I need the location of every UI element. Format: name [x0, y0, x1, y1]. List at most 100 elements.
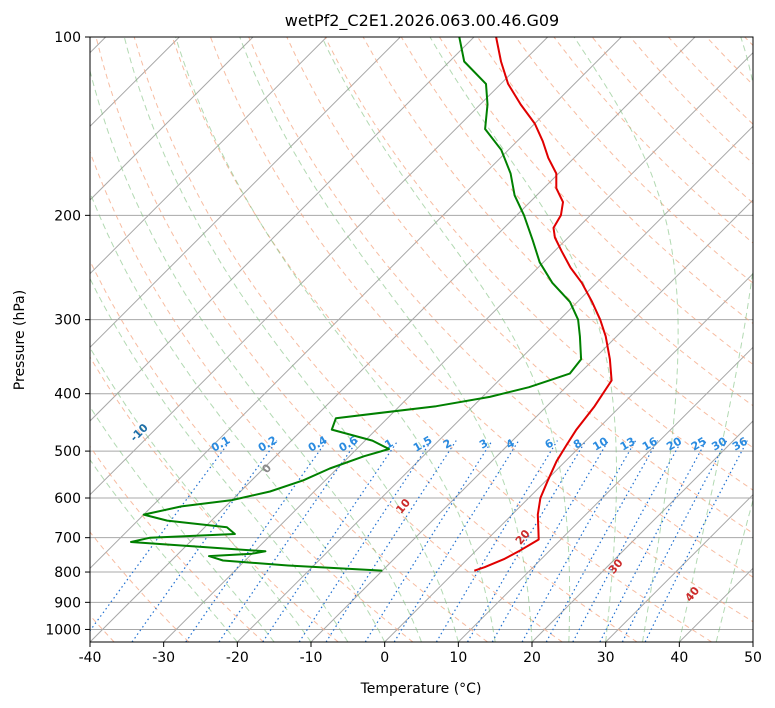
mixing-ratio-line: [90, 440, 231, 632]
y-axis: 100 200 300 400 500 600 700 800 900 1000: [45, 30, 90, 638]
dry-adiabat-line: [400, 37, 753, 407]
moist-adiabat-line: [573, 37, 679, 642]
dry-adiabat-line: [210, 37, 753, 623]
mixing-ratio-line: [545, 440, 659, 642]
x-tick-label: 30: [597, 650, 615, 666]
mixing-ratio-line: [218, 440, 358, 642]
mixing-ratio-line: [621, 440, 728, 642]
isotherm-line: [90, 37, 475, 422]
isotherm-line: [384, 272, 753, 642]
y-tick-label: 100: [54, 30, 81, 46]
moist-adiabat-label: 0: [259, 461, 274, 475]
isotherm-line: [752, 641, 753, 642]
dry-adiabat-line: [248, 37, 753, 578]
isotherm-line: [163, 51, 753, 642]
moist-adiabat-line: [321, 37, 571, 642]
y-tick-label: 300: [54, 313, 81, 329]
x-tick-label: -20: [226, 650, 249, 666]
x-axis-label: Temperature (°C): [360, 681, 482, 697]
x-axis: -40 -30 -20 -10 0 10 20 30 40 50: [79, 642, 762, 666]
mixing-ratio-line: [393, 440, 520, 642]
mixing-ratio-line: [131, 440, 278, 642]
dry-adiabat-line: [90, 356, 339, 642]
moist-adiabat-line: [90, 68, 422, 642]
dry-adiabat-line: [553, 37, 753, 244]
moist-adiabat-line: [90, 191, 386, 642]
y-axis-label: Pressure (hPa): [12, 290, 28, 390]
mixing-ratio-label: 6: [543, 436, 556, 451]
profiles: [130, 37, 613, 572]
moist-adiabat-line: [90, 458, 238, 642]
dry-adiabat-label: -10: [128, 421, 151, 444]
y-tick-label: 600: [54, 491, 81, 507]
dry-adiabat-line: [90, 259, 414, 642]
y-tick-label: 400: [54, 387, 81, 403]
y-tick-label: 500: [54, 444, 81, 460]
dry-adiabat-line: [438, 37, 753, 366]
mixing-ratio-line: [262, 440, 399, 642]
isotherm-line: [90, 37, 328, 275]
isotherm-line: [678, 567, 753, 642]
isotherm-line: [90, 37, 549, 496]
mixing-ratio-line: [185, 440, 328, 642]
moist-adiabat-line: [678, 37, 753, 642]
moist-adiabat-line: [123, 37, 459, 642]
dry-adiabat-line: [744, 37, 753, 47]
chart-title: wetPf2_C2E1.2026.063.00.46.G09: [285, 11, 559, 31]
mixing-ratio-line: [521, 440, 637, 642]
isotherm-line: [236, 125, 753, 642]
mixing-ratio-line: [298, 440, 432, 642]
y-tick-label: 1000: [45, 622, 81, 638]
isotherm-line: [605, 493, 753, 642]
mixing-ratio-line: [364, 440, 493, 642]
mixing-ratio-label: 2: [441, 437, 454, 452]
plot-frame: [89, 36, 754, 643]
mixing-ratio-line: [644, 440, 748, 642]
dry-adiabat-line: [133, 37, 638, 642]
x-tick-label: 10: [449, 650, 467, 666]
moist-adiabat-line: [90, 405, 275, 642]
mixing-ratio-label: 4: [504, 436, 517, 451]
isotherm-line: [90, 37, 401, 349]
mixing-ratio-line: [466, 440, 587, 642]
moist-adiabat-line: [90, 277, 349, 642]
dry-adiabat-line: [591, 37, 753, 204]
dry-adiabat-line: [95, 37, 563, 642]
x-tick-label: -40: [79, 650, 102, 666]
dry-adiabat-line: [286, 37, 753, 534]
moist-adiabat-label: 10: [393, 496, 413, 516]
mixing-ratio-labels: 0.1 0.2 0.4 0.6 1 1.5 2 3 4 6 8 10 13 16 20 25 30 36: [209, 433, 750, 454]
isotherm-line: [457, 346, 753, 642]
x-tick-label: 50: [744, 650, 762, 666]
dry-adiabat-line: [706, 37, 753, 86]
moist-adiabat-line: [175, 37, 496, 642]
dry-adiabat-line: [171, 37, 712, 642]
x-tick-label: -10: [300, 650, 323, 666]
mixing-ratio-line: [325, 440, 457, 642]
isotherm-line: [90, 37, 254, 201]
mixing-ratio-line: [491, 440, 609, 642]
moist-adiabat-line: [429, 37, 617, 642]
mixing-ratio-line: [599, 440, 707, 642]
y-tick-label: 700: [54, 531, 81, 547]
y-tick-label: 900: [54, 595, 81, 611]
mixing-ratio-line: [435, 440, 558, 642]
dewpoint-profile: [130, 37, 583, 572]
dry-adiabat-line: [90, 531, 190, 642]
x-tick-label: 0: [380, 650, 389, 666]
isotherm-line: [531, 420, 753, 642]
x-tick-label: -30: [152, 650, 175, 666]
x-tick-label: 20: [523, 650, 541, 666]
isotherm-line: [90, 37, 696, 642]
temperature-profile: [473, 37, 613, 572]
moist-adiabat-line: [239, 37, 533, 642]
dry-adiabat-line: [90, 445, 264, 642]
background-lines: [90, 37, 753, 642]
dry-adiabat-line: [515, 37, 753, 284]
x-tick-label: 40: [670, 650, 688, 666]
dry-adiabat-line: [90, 150, 488, 642]
dry-adiabat-line: [668, 37, 753, 125]
isotherm-line: [90, 37, 622, 570]
